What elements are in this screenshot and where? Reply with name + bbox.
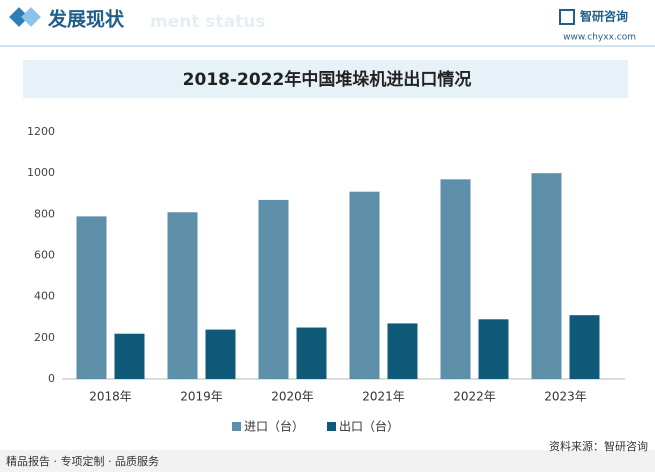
x-tick-label: 2020年 <box>271 390 314 404</box>
source: 资料来源：智研咨询 <box>549 439 648 453</box>
y-tick-label: 200 <box>34 331 55 344</box>
header-icon <box>9 7 29 27</box>
y-tick-label: 600 <box>34 249 55 262</box>
bar <box>258 199 289 379</box>
header-divider <box>0 45 655 47</box>
y-tick-label: 400 <box>34 290 55 303</box>
x-tick-label: 2019年 <box>180 390 223 404</box>
legend-label: 进口（台） <box>244 419 304 434</box>
bar <box>296 327 327 379</box>
x-tick-label: 2023年 <box>544 390 587 404</box>
bar <box>569 315 600 379</box>
chart-title: 2018-2022年中国堆垛机进出口情况 <box>183 69 472 90</box>
bar <box>76 216 107 379</box>
footer-bar <box>0 450 655 472</box>
bar <box>440 179 471 379</box>
y-tick-label: 1000 <box>27 166 55 179</box>
x-tick-label: 2018年 <box>89 390 132 404</box>
legend-swatch <box>327 422 336 431</box>
bar <box>167 212 198 379</box>
bar <box>349 191 380 379</box>
y-tick-label: 1200 <box>27 125 55 138</box>
header-title: 发展现状 <box>47 8 125 31</box>
logo-icon <box>559 9 575 25</box>
logo: 智研咨询 <box>579 9 628 24</box>
footer-left: 精品报告 · 专项定制 · 品质服务 <box>6 454 159 468</box>
website: www.chyxx.com <box>563 33 636 43</box>
bar <box>114 333 145 379</box>
bar <box>531 173 562 379</box>
legend-swatch <box>232 422 241 431</box>
y-tick-label: 0 <box>48 372 55 385</box>
bar <box>478 319 509 379</box>
y-tick-label: 800 <box>34 207 55 220</box>
bar <box>205 329 236 379</box>
title-box <box>23 60 628 98</box>
header-subtitle: ment status <box>150 12 265 32</box>
x-tick-label: 2021年 <box>362 390 405 404</box>
bar <box>387 323 418 379</box>
legend-label: 出口（台） <box>339 419 399 434</box>
x-tick-label: 2022年 <box>453 390 496 404</box>
plot: 0 200 400 600 800 1000 1200 2018年 2019年 2020年 2021… <box>27 125 625 434</box>
